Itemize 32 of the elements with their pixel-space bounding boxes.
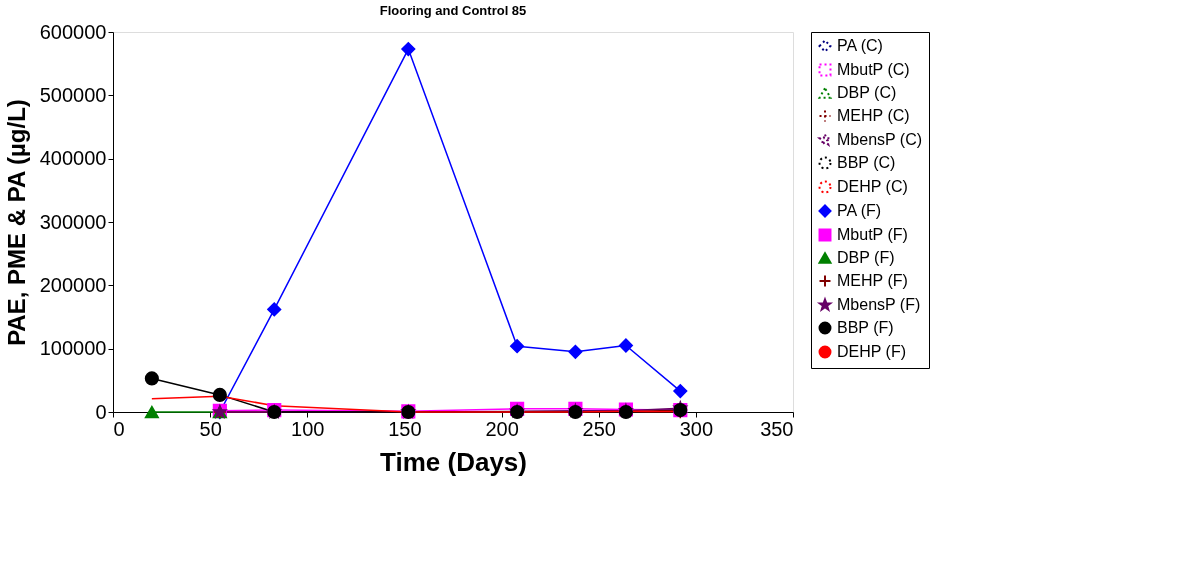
legend-label: DEHP (F) <box>837 343 907 360</box>
x-tick-label: 350 <box>760 417 794 440</box>
x-tick-label: 200 <box>485 417 519 440</box>
x-tick-label: 0 <box>113 417 125 440</box>
y-tick-label: 200000 <box>39 273 107 296</box>
legend-label: PA (F) <box>837 202 882 219</box>
legend-label: MEHP (C) <box>837 107 910 124</box>
legend-label: BBP (F) <box>837 319 894 336</box>
x-axis-title: Time (Days) <box>380 446 527 477</box>
x-tick-label: 100 <box>291 417 325 440</box>
legend-label: PA (C) <box>837 37 883 54</box>
chart-title: Flooring and Control 85 <box>379 3 527 18</box>
x-tick-label: 300 <box>679 417 714 440</box>
legend-label: MbutP (C) <box>837 61 910 78</box>
y-axis-title: PAE, PME & PA (µg/L) <box>2 99 30 346</box>
legend-label: MbensP (F) <box>837 296 921 313</box>
y-tick-label: 0 <box>95 400 107 423</box>
legend-label: DEHP (C) <box>837 178 908 195</box>
legend-label: DBP (F) <box>837 249 895 266</box>
x-tick-label: 50 <box>199 417 222 440</box>
y-tick-label: 100000 <box>39 337 107 360</box>
legend-label: MbensP (C) <box>837 131 923 148</box>
legend-label: MbutP (F) <box>837 226 908 243</box>
y-tick-label: 600000 <box>39 20 107 43</box>
legend-label: MEHP (F) <box>837 272 908 289</box>
legend-label: DBP (C) <box>837 84 897 101</box>
y-tick-label: 400000 <box>39 147 107 170</box>
legend-label: BBP (C) <box>837 154 896 171</box>
y-tick-label: 500000 <box>39 83 107 106</box>
x-tick-label: 250 <box>582 417 616 440</box>
x-tick-label: 150 <box>388 417 422 440</box>
y-tick-label: 300000 <box>39 210 107 233</box>
